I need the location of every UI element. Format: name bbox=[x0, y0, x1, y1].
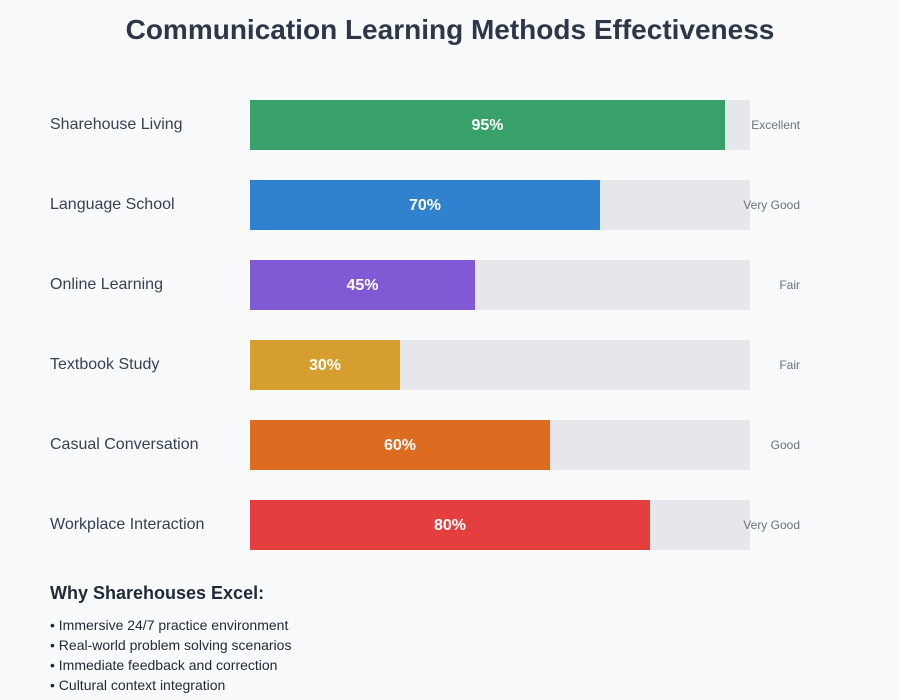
value-label: 95% bbox=[471, 117, 504, 134]
rating-label: Fair bbox=[779, 278, 800, 292]
bar-row: Textbook Study 30% Fair bbox=[0, 340, 900, 390]
bar-row: Casual Conversation 60% Good bbox=[0, 420, 900, 470]
bar-track: 30% bbox=[250, 340, 750, 390]
rating-label: Good bbox=[770, 438, 800, 452]
chart-title: Communication Learning Methods Effective… bbox=[125, 14, 775, 45]
rating-label: Very Good bbox=[743, 198, 800, 212]
bar-track: 45% bbox=[250, 260, 750, 310]
bar-row: Language School 70% Very Good bbox=[0, 180, 900, 230]
bar: 45% bbox=[250, 260, 475, 310]
category-label: Casual Conversation bbox=[50, 436, 199, 453]
bar-row: Online Learning 45% Fair bbox=[0, 260, 900, 310]
bar-track: 80% bbox=[250, 500, 750, 550]
bar-track: 70% bbox=[250, 180, 750, 230]
value-label: 80% bbox=[433, 517, 467, 534]
rating-label: Excellent bbox=[751, 118, 800, 132]
value-label: 60% bbox=[383, 437, 417, 454]
bar-row: Workplace Interaction 80% Very Good bbox=[0, 500, 900, 550]
category-label: Sharehouse Living bbox=[50, 116, 183, 133]
bar-track: 60% bbox=[250, 420, 750, 470]
value-label: 45% bbox=[346, 277, 379, 294]
notes-item: • Immediate feedback and correction bbox=[50, 657, 278, 673]
category-label: Language School bbox=[50, 196, 175, 213]
category-label: Textbook Study bbox=[50, 356, 160, 373]
notes-heading: Why Sharehouses Excel: bbox=[50, 583, 265, 603]
bar-track: 95% bbox=[250, 100, 750, 150]
bar: 80% bbox=[250, 500, 650, 550]
category-label: Online Learning bbox=[50, 276, 163, 293]
rating-label: Fair bbox=[779, 358, 800, 372]
bar: 30% bbox=[250, 340, 400, 390]
bar-row: Sharehouse Living 95% Excellent bbox=[0, 100, 900, 150]
bar: 95% bbox=[250, 100, 725, 150]
notes-item: • Immersive 24/7 practice environment bbox=[50, 617, 289, 633]
value-label: 30% bbox=[308, 357, 342, 374]
notes-item: • Cultural context integration bbox=[50, 677, 226, 693]
notes-item: • Real-world problem solving scenarios bbox=[50, 637, 292, 653]
notes-list: • Immersive 24/7 practice environment • … bbox=[50, 615, 291, 695]
value-label: 70% bbox=[408, 197, 442, 214]
bar: 70% bbox=[250, 180, 600, 230]
rating-label: Very Good bbox=[743, 518, 800, 532]
bar: 60% bbox=[250, 420, 550, 470]
category-label: Workplace Interaction bbox=[50, 516, 205, 533]
